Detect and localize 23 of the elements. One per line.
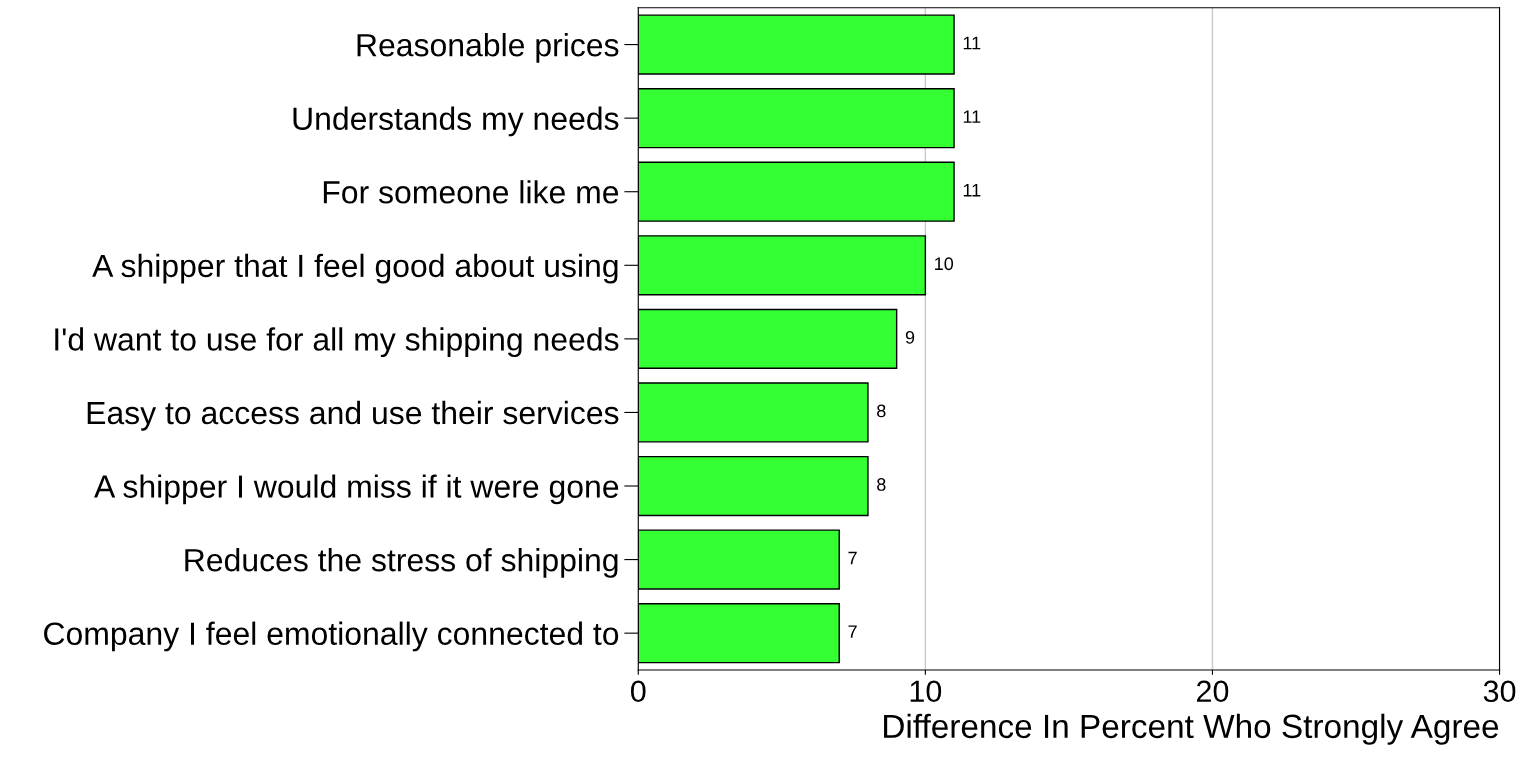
data-label: 11	[963, 183, 981, 197]
data-label: 11	[963, 36, 981, 50]
x-tick-label: 10	[910, 680, 942, 703]
y-tick-label: Reduces the stress of shipping	[185, 548, 618, 578]
y-tick-label: A shipper that I feel good about using	[92, 253, 618, 284]
data-label: 8	[877, 478, 886, 491]
x-axis-title: Difference In Percent Who Strongly Agree	[884, 713, 1499, 745]
y-tick-label: Company I feel emotionally connected to	[44, 621, 619, 652]
data-label: 7	[848, 625, 857, 638]
x-tick-label: 0	[630, 680, 646, 703]
data-label: 9	[905, 330, 915, 344]
y-tick-label: Easy to access and use their services	[87, 400, 619, 431]
data-label: 7	[848, 551, 857, 565]
data-label: 10	[935, 257, 954, 271]
data-label: 8	[877, 404, 886, 418]
y-tick-label: For someone like me	[323, 180, 619, 204]
data-label: 11	[963, 110, 981, 123]
x-tick-label: 20	[1197, 680, 1229, 703]
y-tick-label: A shipper I would miss if it were gone	[94, 474, 619, 505]
y-tick-label: Reasonable prices	[357, 33, 619, 63]
x-tick-label: 30	[1483, 680, 1516, 703]
y-tick-label: Understands my needs	[293, 106, 619, 137]
y-tick-label: I'd want to use for all my shipping needs	[55, 327, 619, 358]
